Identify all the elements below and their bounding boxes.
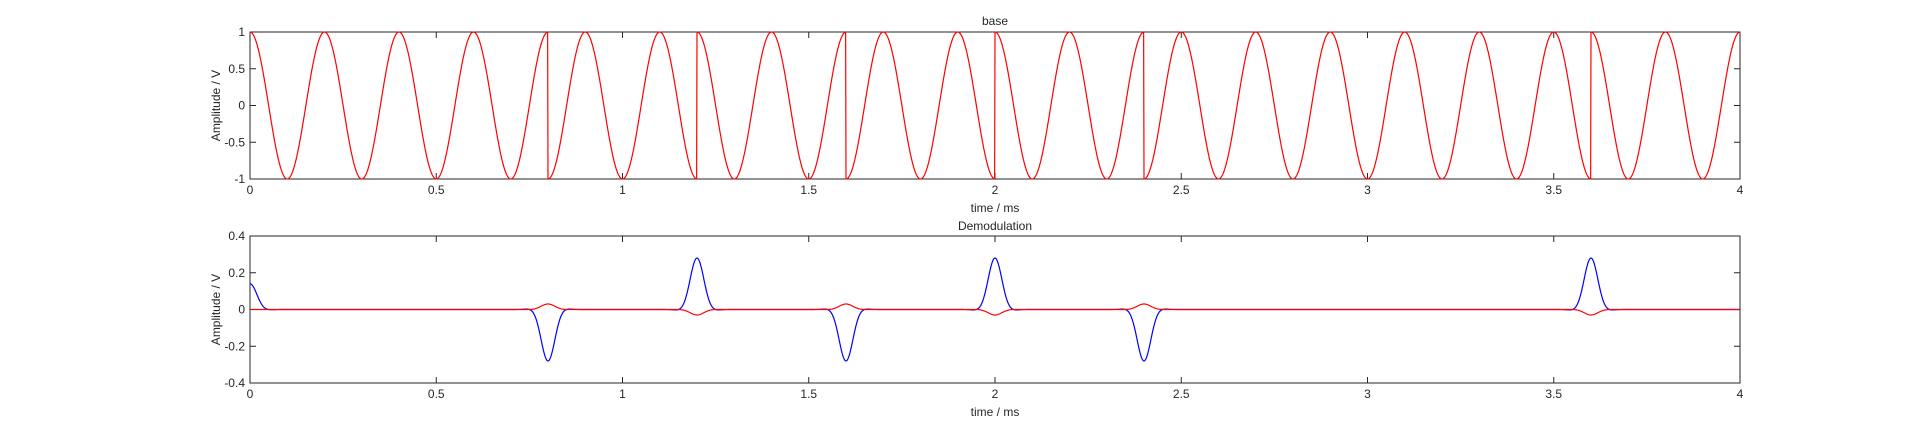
demodulation-y-tick-label: -0.4 [224, 376, 245, 390]
demodulation-y-tick-label: 0.4 [228, 229, 245, 243]
base-x-tick-label: 0.5 [428, 183, 445, 197]
base-y-tick-label: 0 [238, 99, 245, 113]
demodulation-y-ticks: -0.4 -0.2 0 0.2 0.4 [224, 229, 1740, 390]
base-x-axis-label: time / ms [971, 201, 1020, 215]
base-axes: 0 0.5 1 1.5 2 2.5 3 3.5 4 -1 -0.5 0 0.5 1 base time … [209, 14, 1744, 215]
demodulation-series-2-line [250, 303, 1740, 316]
demodulation-x-tick-label: 3 [1364, 387, 1371, 401]
base-x-tick-label: 2 [992, 183, 999, 197]
demodulation-axes: 0 0.5 1 1.5 2 2.5 3 3.5 4 -0.4 -0.2 0 0.2 0.4 Demodu… [209, 219, 1744, 419]
base-signal-line [249, 31, 1741, 180]
base-y-tick-label: -1 [234, 172, 245, 186]
demodulation-y-axis-label: Amplitude / V [209, 274, 223, 345]
base-y-tick-label: 0.5 [228, 62, 245, 76]
base-x-tick-label: 2.5 [1173, 183, 1190, 197]
demodulation-x-tick-label: 4 [1737, 387, 1744, 401]
base-x-ticks: 0 0.5 1 1.5 2 2.5 3 3.5 4 [247, 32, 1744, 197]
base-y-ticks: -1 -0.5 0 0.5 1 [224, 25, 1740, 186]
demodulation-title: Demodulation [958, 219, 1032, 233]
demodulation-y-tick-label: 0.2 [228, 266, 245, 280]
demodulation-x-ticks: 0 0.5 1 1.5 2 2.5 3 3.5 4 [247, 236, 1744, 401]
base-y-tick-label: -0.5 [224, 135, 245, 149]
base-lines [249, 31, 1741, 180]
base-x-tick-label: 0 [247, 183, 254, 197]
base-title: base [982, 14, 1008, 28]
base-x-tick-label: 1 [619, 183, 626, 197]
base-x-tick-label: 1.5 [800, 183, 817, 197]
demodulation-x-tick-label: 2.5 [1173, 387, 1190, 401]
demodulation-y-tick-label: -0.2 [224, 339, 245, 353]
base-y-tick-label: 1 [238, 25, 245, 39]
base-x-tick-label: 3 [1364, 183, 1371, 197]
base-y-axis-label: Amplitude / V [209, 70, 223, 141]
demodulation-x-axis-label: time / ms [971, 405, 1020, 419]
demodulation-lines [249, 257, 1740, 362]
demodulation-x-tick-label: 1 [619, 387, 626, 401]
base-x-tick-label: 4 [1737, 183, 1744, 197]
base-x-tick-label: 3.5 [1545, 183, 1562, 197]
demodulation-x-tick-label: 0 [247, 387, 254, 401]
demodulation-x-tick-label: 3.5 [1545, 387, 1562, 401]
demodulation-x-tick-label: 2 [992, 387, 999, 401]
demodulation-x-tick-label: 1.5 [800, 387, 817, 401]
demodulation-x-tick-label: 0.5 [428, 387, 445, 401]
demodulation-y-tick-label: 0 [238, 303, 245, 317]
